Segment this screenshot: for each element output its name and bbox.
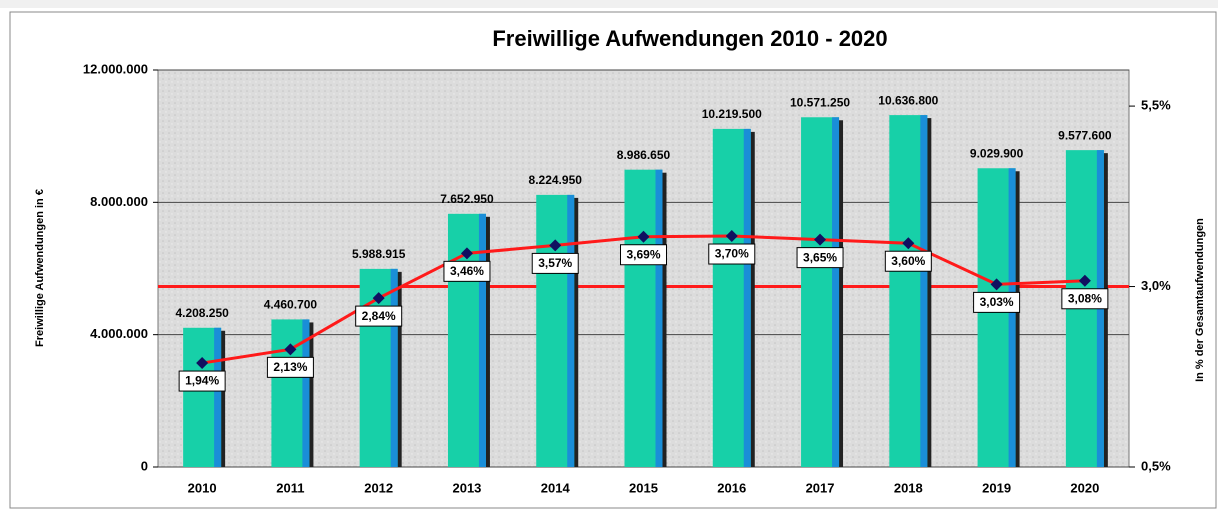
line-value-label: 3,65% xyxy=(803,250,837,264)
line-value-label: 3,46% xyxy=(450,264,484,278)
line-marker xyxy=(902,237,915,250)
x-tick-label: 2017 xyxy=(806,480,835,495)
line-value-label: 3,60% xyxy=(891,254,925,268)
bar-value-label: 8.224.950 xyxy=(529,173,583,187)
line-marker xyxy=(990,278,1003,291)
x-tick-label: 2011 xyxy=(276,480,304,495)
y-tick-label: 0 xyxy=(141,458,148,473)
line-value-label: 1,94% xyxy=(185,374,219,388)
line-value-label: 3,03% xyxy=(980,295,1014,309)
line-label-box xyxy=(620,244,667,266)
y-tick-label: 4.000.000 xyxy=(90,326,148,341)
line-value-label: 3,08% xyxy=(1068,291,1102,305)
line-label-box xyxy=(266,356,314,378)
y2-axis-label: In % der Gesamtaufwendungen xyxy=(1194,218,1206,382)
line-value-label: 3,69% xyxy=(626,247,660,261)
bar-side xyxy=(655,169,663,468)
bar-value-label: 5.988.915 xyxy=(352,247,406,261)
line-marker xyxy=(1078,274,1091,287)
line-value-label: 3,57% xyxy=(538,256,572,270)
line-label-box xyxy=(973,291,1021,313)
y-tick-label: 12.000.000 xyxy=(83,61,148,76)
y-axis-label: Freiwillige Aufwendungen in € xyxy=(34,189,46,347)
bar-value-label: 10.219.500 xyxy=(702,107,762,121)
x-tick-label: 2020 xyxy=(1070,480,1099,495)
x-tick-label: 2015 xyxy=(629,480,658,495)
bar-side xyxy=(920,115,928,468)
line-value-label: 2,13% xyxy=(273,360,307,374)
x-tick-label: 2010 xyxy=(188,480,217,495)
y2-tick-label: 5,5% xyxy=(1141,98,1171,113)
line-marker xyxy=(460,247,473,260)
bar-side xyxy=(567,194,575,467)
x-tick-label: 2016 xyxy=(717,480,746,495)
line-label-box xyxy=(443,260,491,282)
y-tick-label: 8.000.000 xyxy=(90,194,148,209)
x-tick-label: 2018 xyxy=(894,480,923,495)
line-label-box xyxy=(1061,288,1109,310)
bar-value-label: 9.577.600 xyxy=(1058,128,1112,142)
y2-tick-label: 0,5% xyxy=(1141,458,1171,473)
line-value-label: 3,70% xyxy=(715,247,749,261)
x-tick-label: 2019 xyxy=(982,480,1011,495)
y2-tick-label: 3,0% xyxy=(1141,278,1171,293)
line-label-box xyxy=(355,305,403,327)
bar-side xyxy=(1008,168,1016,467)
chart-title: Freiwillige Aufwendungen 2010 - 2020 xyxy=(492,26,887,51)
line-marker xyxy=(725,230,738,243)
bar-value-label: 8.986.650 xyxy=(617,148,671,162)
x-tick-label: 2012 xyxy=(364,480,393,495)
line-label-box xyxy=(884,250,932,272)
line-marker xyxy=(372,292,385,305)
bar-side xyxy=(832,117,840,467)
line-label-box xyxy=(796,247,844,269)
bar-value-label: 10.636.800 xyxy=(878,93,938,107)
line-label-box xyxy=(178,370,226,392)
bar-side xyxy=(390,268,398,467)
bar-side xyxy=(302,319,310,467)
bar-side xyxy=(743,128,751,467)
line-marker xyxy=(637,230,650,243)
bar-value-label: 9.029.900 xyxy=(970,146,1024,160)
line-value-label: 2,84% xyxy=(362,309,396,323)
x-tick-label: 2014 xyxy=(541,480,571,495)
top-strip xyxy=(0,0,1218,8)
line-marker xyxy=(284,343,297,356)
bar-side xyxy=(478,213,486,467)
bar-value-label: 4.208.250 xyxy=(175,306,229,320)
line-marker xyxy=(196,357,209,370)
bar-value-label: 4.460.700 xyxy=(264,298,318,312)
bar-side xyxy=(214,327,222,467)
line-marker xyxy=(814,233,827,246)
x-tick-label: 2013 xyxy=(452,480,481,495)
bar-value-label: 7.652.950 xyxy=(440,192,494,206)
line-marker xyxy=(549,239,562,252)
bar-value-label: 10.571.250 xyxy=(790,95,850,109)
line-label-box xyxy=(708,243,756,265)
line-label-box xyxy=(531,252,579,274)
